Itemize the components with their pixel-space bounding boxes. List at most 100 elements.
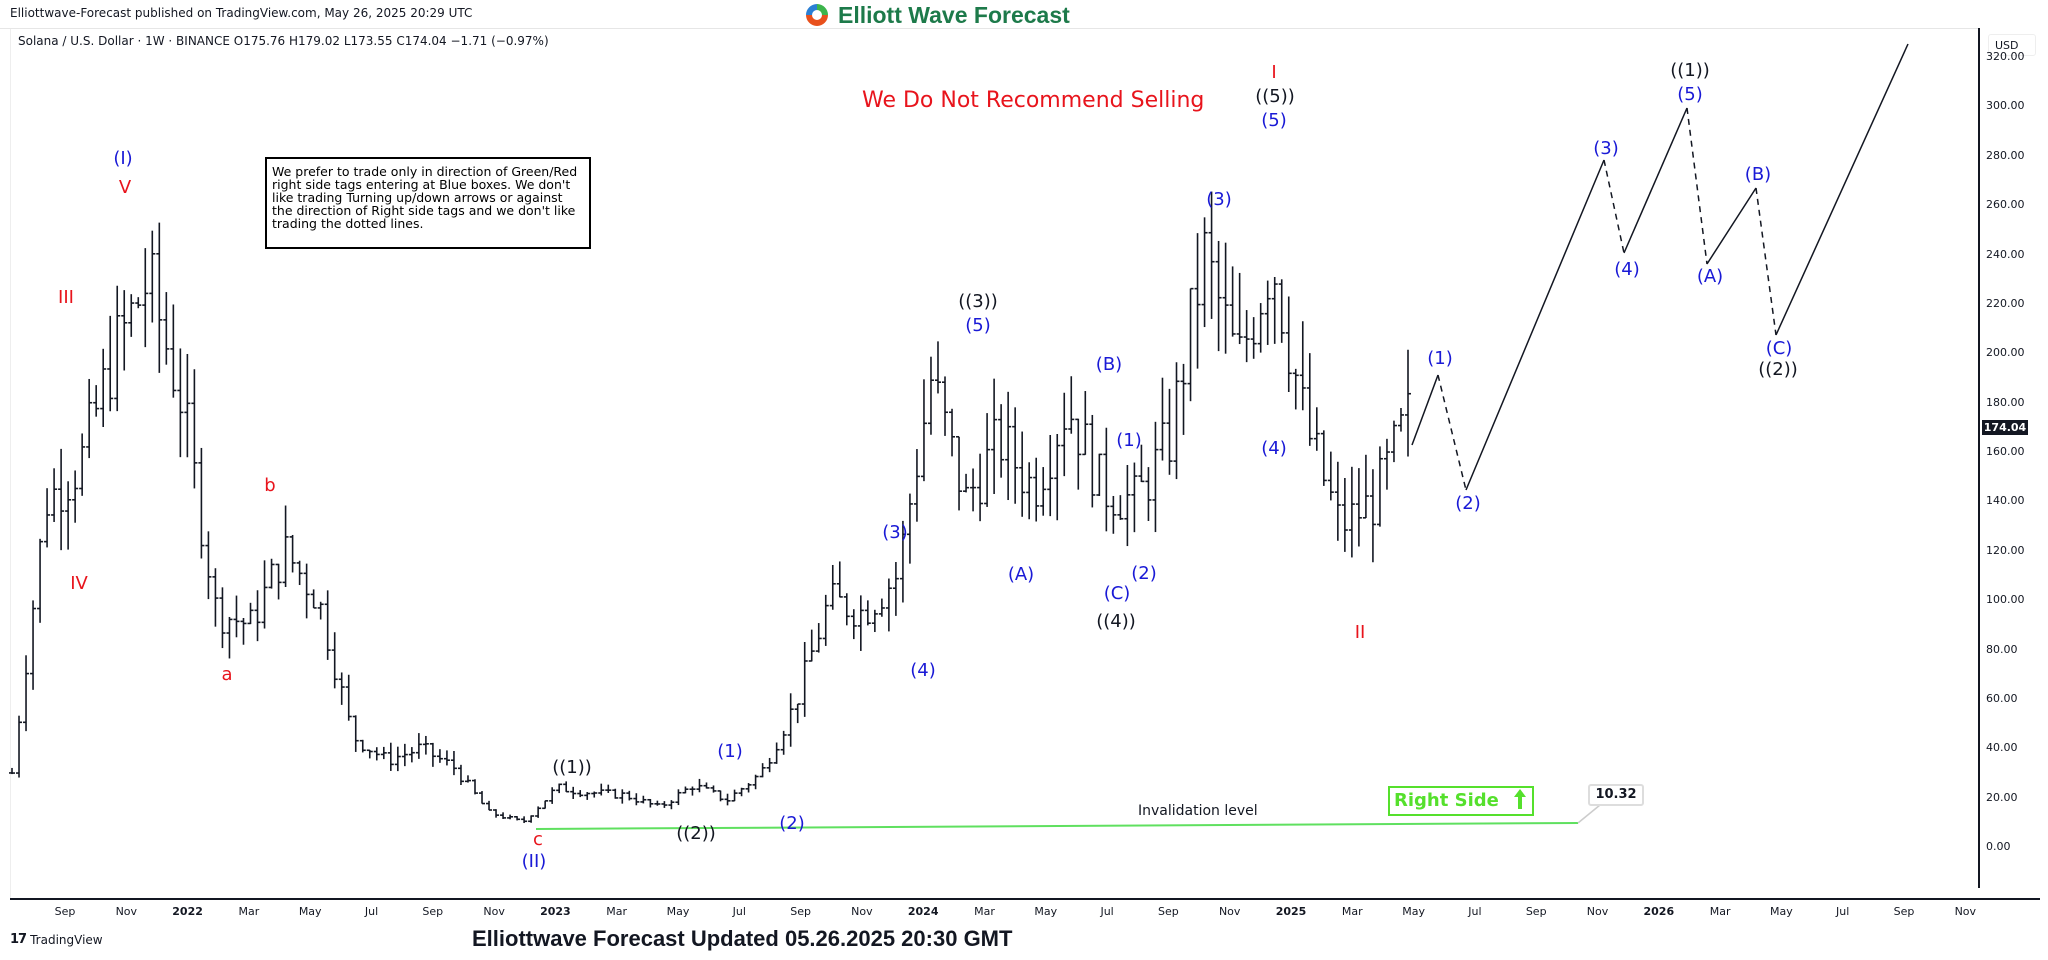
wave-label-I-blue: (I) bbox=[113, 148, 133, 169]
price-tick: 320.00 bbox=[1986, 50, 2025, 63]
time-tick: 2026 bbox=[1643, 905, 1675, 918]
wave-label-b: b bbox=[264, 475, 276, 496]
no-sell-note: We Do Not Recommend Selling bbox=[862, 88, 1205, 113]
wave-label-2-paren: (2) bbox=[779, 813, 805, 834]
time-tick: Nov bbox=[1218, 905, 1241, 918]
price-tick: 260.00 bbox=[1986, 198, 2025, 212]
wave-label-2-double: ((2)) bbox=[676, 823, 716, 844]
wave-label-II-red: II bbox=[1354, 622, 1366, 643]
wave-label-4-paren: (4) bbox=[910, 660, 936, 681]
proj-label-C: (C) bbox=[1765, 338, 1793, 359]
time-tick: Mar bbox=[974, 905, 995, 918]
price-tick: 160.00 bbox=[1986, 445, 2025, 458]
wave-label-C-paren: (C) bbox=[1103, 583, 1131, 604]
wave-label-1-paren-b: (1) bbox=[1116, 430, 1142, 451]
wave-label-5-paren: (5) bbox=[965, 315, 991, 336]
wave-label-I-red: I bbox=[1271, 62, 1277, 83]
proj-label-2: (2) bbox=[1455, 493, 1481, 514]
price-tick: 60.00 bbox=[1986, 691, 2018, 705]
time-tick: Nov bbox=[1954, 905, 1977, 918]
wave-label-A-paren: (A) bbox=[1007, 564, 1035, 585]
wave-label-II-blue: (II) bbox=[521, 851, 547, 872]
time-tick: Jul bbox=[364, 905, 379, 918]
proj-label-2-double: ((2)) bbox=[1758, 359, 1798, 380]
time-tick: Sep bbox=[1158, 905, 1179, 918]
time-tick: May bbox=[1402, 905, 1425, 918]
time-tick: Nov bbox=[483, 905, 505, 918]
proj-label-4: (4) bbox=[1614, 259, 1640, 280]
time-tick: Sep bbox=[422, 905, 444, 918]
wave-label-1-paren: (1) bbox=[717, 741, 743, 762]
time-tick: Jul bbox=[1100, 905, 1114, 918]
time-tick: Jul bbox=[1836, 905, 1850, 918]
wave-label-B-paren: (B) bbox=[1095, 354, 1123, 375]
tradingview-label: TradingView bbox=[30, 932, 103, 947]
price-tick: 220.00 bbox=[1986, 296, 2025, 310]
price-tick: 280.00 bbox=[1986, 148, 2025, 162]
wave-label-III: III bbox=[58, 287, 74, 308]
time-tick: 2024 bbox=[907, 905, 939, 918]
price-tick: 120.00 bbox=[1986, 543, 2025, 557]
time-tick: Jul bbox=[732, 905, 746, 918]
time-tick: May bbox=[1770, 905, 1793, 918]
invalidation-label: Invalidation level bbox=[1138, 803, 1258, 819]
time-tick: 2022 bbox=[172, 905, 203, 918]
price-tick: 200.00 bbox=[1986, 346, 2025, 360]
time-tick: Sep bbox=[54, 905, 76, 918]
time-tick: Nov bbox=[1586, 905, 1609, 918]
time-tick: Sep bbox=[790, 905, 811, 918]
price-axis-border bbox=[1978, 28, 1980, 888]
proj-label-3: (3) bbox=[1593, 138, 1619, 159]
wave-label-a: a bbox=[221, 664, 233, 685]
update-timestamp: Elliottwave Forecast Updated 05.26.2025 … bbox=[472, 926, 1013, 951]
header-divider bbox=[0, 28, 1980, 29]
price-tick: 80.00 bbox=[1986, 642, 2018, 656]
published-caption: Elliottwave-Forecast published on Tradin… bbox=[10, 6, 473, 20]
wave-label-c: c bbox=[533, 829, 543, 850]
chart-pane[interactable] bbox=[10, 29, 1979, 899]
time-tick: May bbox=[666, 905, 690, 918]
invalidation-line bbox=[535, 822, 1579, 830]
time-tick: Mar bbox=[238, 905, 260, 918]
price-tick: 140.00 bbox=[1986, 494, 2025, 508]
callout-pointer bbox=[1577, 804, 1601, 824]
brand-name: Elliott Wave Forecast bbox=[838, 1, 1070, 28]
time-tick: Mar bbox=[1709, 905, 1731, 918]
brand-logo: Elliott Wave Forecast bbox=[802, 0, 1070, 30]
price-tick: 300.00 bbox=[1986, 99, 2025, 113]
time-tick: Nov bbox=[115, 905, 138, 918]
symbol-legend[interactable]: Solana / U.S. Dollar · 1W · BINANCE O175… bbox=[18, 34, 549, 48]
wave-label-V: V bbox=[118, 177, 132, 198]
currency-badge[interactable]: USD bbox=[1988, 34, 2036, 56]
time-axis-border bbox=[10, 898, 2040, 900]
price-tick: 180.00 bbox=[1986, 395, 2025, 409]
wave-label-5-paren-b: (5) bbox=[1261, 110, 1287, 131]
wave-label-IV: IV bbox=[70, 573, 88, 594]
time-tick: 2025 bbox=[1275, 905, 1307, 918]
time-tick: Nov bbox=[851, 905, 873, 918]
wave-label-2-paren-b: (2) bbox=[1131, 563, 1157, 584]
time-tick: May bbox=[298, 905, 322, 918]
proj-label-5: (5) bbox=[1677, 84, 1703, 105]
price-tick: 40.00 bbox=[1986, 741, 2018, 755]
price-tick: 0.00 bbox=[1986, 840, 2011, 853]
invalidation-price-callout: 10.32 bbox=[1588, 784, 1644, 806]
tradingview-logo-icon: 17 bbox=[10, 932, 27, 947]
time-tick: Mar bbox=[1341, 905, 1363, 918]
wave-label-3-paren: (3) bbox=[882, 522, 908, 543]
time-tick: Mar bbox=[606, 905, 628, 918]
wave-label-3-double: ((3)) bbox=[958, 291, 998, 312]
time-tick: Sep bbox=[1893, 905, 1915, 918]
projection-path bbox=[1411, 43, 1909, 491]
wave-label-5-double: ((5)) bbox=[1255, 86, 1295, 107]
price-tick: 100.00 bbox=[1986, 593, 2025, 607]
wave-label-3-paren-b: (3) bbox=[1206, 189, 1232, 210]
proj-label-B: (B) bbox=[1744, 164, 1772, 185]
up-arrow-icon bbox=[1514, 789, 1527, 809]
elliott-wave-logo-icon bbox=[805, 3, 829, 27]
proj-label-A: (A) bbox=[1696, 266, 1724, 287]
time-tick: Sep bbox=[1525, 905, 1547, 918]
trading-disclaimer-box: We prefer to trade only in direction of … bbox=[265, 157, 591, 249]
time-tick: Jul bbox=[1468, 905, 1482, 918]
